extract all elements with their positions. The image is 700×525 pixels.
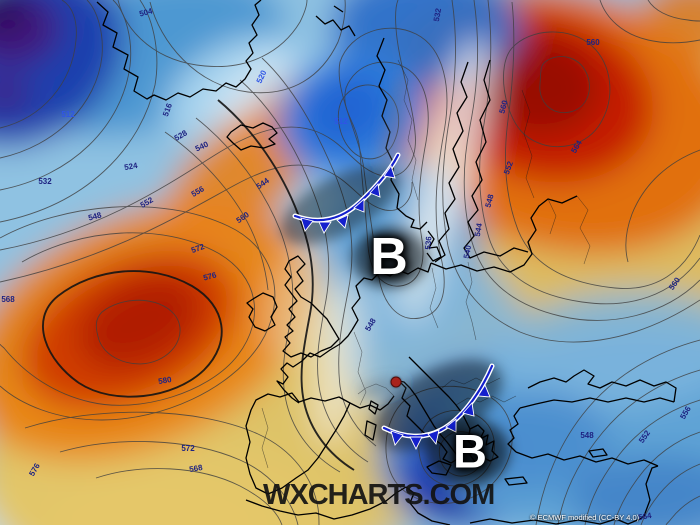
contour-label: 552 [502, 160, 516, 176]
attribution: © ECMWF modified (CC-BY 4.0) [530, 513, 640, 522]
contour-label: 556 [678, 404, 693, 421]
contour-label: 560 [234, 210, 251, 226]
contour-label: 568 [1, 295, 15, 304]
contour-label: 524 [123, 160, 139, 173]
watermark: WXCHARTS.COM [263, 479, 495, 511]
cold-front-italy [381, 363, 495, 451]
contour-label: 540 [461, 244, 474, 260]
contour-label: 512 [334, 117, 348, 126]
station-marker-dot [390, 376, 402, 388]
contour-label: 512 [61, 110, 75, 119]
contour-label: 532 [38, 177, 52, 186]
contour-label: 560 [667, 275, 683, 292]
contour-label: 536 [423, 235, 434, 251]
cold-front-scandinavia [292, 152, 401, 234]
contour-label: 520 [254, 68, 269, 85]
contour-label: 560 [497, 99, 510, 115]
contour-label: 580 [157, 374, 173, 387]
low-pressure-symbol: B [453, 424, 487, 478]
contour-label: 544 [472, 222, 485, 238]
contour-label: 516 [161, 102, 175, 118]
contour-label: 548 [483, 193, 496, 209]
low-pressure-symbol: B [370, 228, 408, 286]
coastlines [96, 0, 677, 525]
contour-label: 572 [181, 444, 195, 453]
bold-contours [42, 99, 355, 471]
contour-label: 552 [637, 428, 653, 445]
contour-label: 548 [363, 316, 378, 333]
contour-label: 576 [27, 461, 42, 478]
contour-label: 576 [202, 270, 218, 283]
contour-label: 504 [138, 6, 154, 19]
contour-label: 568 [188, 462, 204, 475]
contour-label: 540 [193, 139, 210, 154]
contour-label: 560 [586, 38, 600, 47]
contour-label: 544 [254, 176, 271, 192]
contour-label: 564 [569, 138, 584, 155]
contour-label: 532 [431, 7, 444, 23]
contour-label: 572 [190, 242, 206, 256]
contour-label: 548 [580, 431, 594, 440]
contour-label: 548 [87, 210, 103, 223]
contour-label: 552 [138, 195, 155, 210]
contour-label: 556 [189, 184, 206, 199]
contour-label: 528 [172, 128, 189, 143]
